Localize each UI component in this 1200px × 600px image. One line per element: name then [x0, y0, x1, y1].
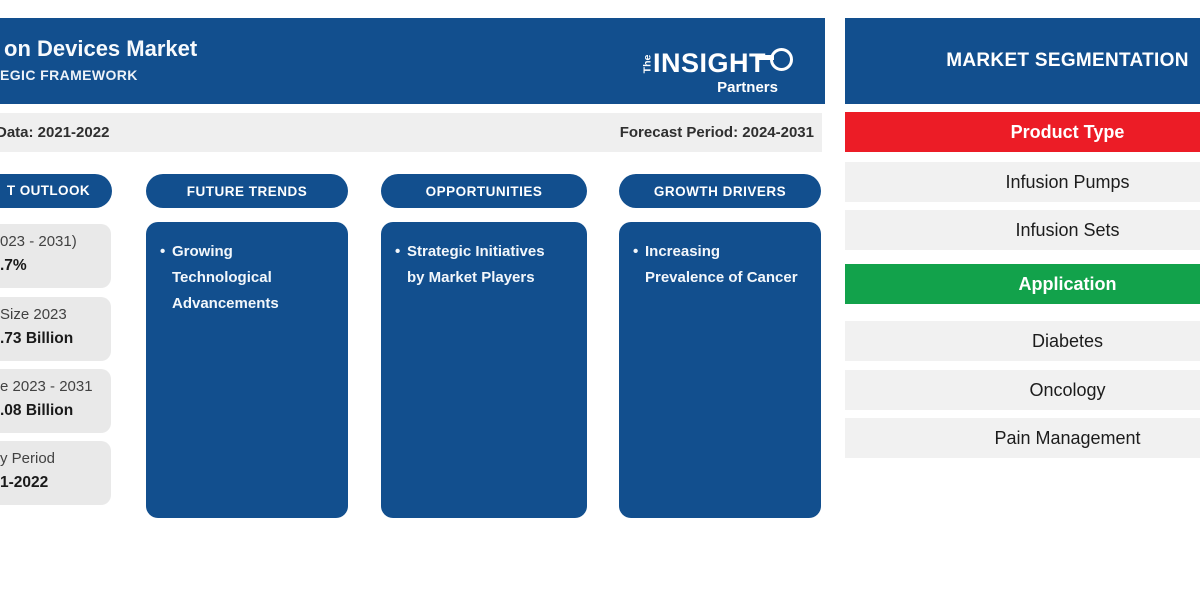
- outlook-stat-market-size-2023: Size 2023 .73 Billion: [0, 297, 111, 361]
- logo-partners-text: Partners: [717, 79, 778, 96]
- period-bar: Data: 2021-2022 Forecast Period: 2024-20…: [0, 113, 822, 152]
- bullet-line: Prevalence of Cancer: [633, 265, 811, 291]
- segment-item-infusion-sets: Infusion Sets: [845, 210, 1200, 250]
- bullet-text: Advancements: [172, 295, 279, 312]
- stat-value: .08 Billion: [0, 402, 74, 419]
- bullet-line: • Increasing: [633, 239, 811, 265]
- outlook-stat-market-size-2031: e 2023 - 2031 .08 Billion: [0, 369, 111, 433]
- magnifier-circle-icon: [770, 48, 793, 71]
- segment-item-pain-management: Pain Management: [845, 418, 1200, 458]
- segment-item-diabetes: Diabetes: [845, 321, 1200, 361]
- magnifier-handle-icon: [758, 55, 774, 60]
- page-title: on Devices Market: [4, 36, 198, 61]
- page-subtitle: EGIC FRAMEWORK: [0, 67, 138, 83]
- stat-label: y Period: [0, 450, 56, 467]
- stat-value: 1-2022: [0, 474, 49, 491]
- bullet-text: Strategic Initiatives: [407, 243, 545, 260]
- logo-the-text: The: [641, 54, 654, 74]
- forecast-period-label: Forecast Period: 2024-2031: [619, 124, 814, 141]
- stat-label: 023 - 2031): [0, 233, 77, 250]
- bullet-line: Advancements: [160, 291, 338, 317]
- segment-group-application: Application: [845, 264, 1200, 304]
- stat-value: .7%: [0, 257, 27, 274]
- segment-item-oncology: Oncology: [845, 370, 1200, 410]
- future-trends-pill: FUTURE TRENDS: [146, 174, 348, 208]
- bullet-line: • Growing: [160, 239, 338, 265]
- outlook-stat-cagr: 023 - 2031) .7%: [0, 224, 111, 288]
- bullet-line: by Market Players: [395, 265, 577, 291]
- future-trends-box: • Growing Technological Advancements: [146, 222, 348, 518]
- growth-drivers-pill: GROWTH DRIVERS: [619, 174, 821, 208]
- opportunities-box: • Strategic Initiatives by Market Player…: [381, 222, 587, 518]
- outlook-stat-historic-period: y Period 1-2022: [0, 441, 111, 505]
- historic-data-label: Data: 2021-2022: [0, 124, 110, 141]
- logo-insight-text: INSIGHT: [653, 48, 767, 78]
- bullet-text: Growing: [172, 243, 233, 260]
- bullet-text: Increasing: [645, 243, 721, 260]
- segment-item-infusion-pumps: Infusion Pumps: [845, 162, 1200, 202]
- bullet-icon: •: [395, 243, 401, 260]
- bullet-text: Prevalence of Cancer: [645, 269, 798, 286]
- growth-drivers-box: • Increasing Prevalence of Cancer: [619, 222, 821, 518]
- bullet-icon: •: [633, 243, 639, 260]
- segment-group-product-type: Product Type: [845, 112, 1200, 152]
- opportunities-pill: OPPORTUNITIES: [381, 174, 587, 208]
- bullet-icon: •: [160, 243, 166, 260]
- market-segmentation-header: MARKET SEGMENTATION: [845, 18, 1200, 104]
- market-outlook-pill: T OUTLOOK: [0, 174, 112, 208]
- bullet-line: • Strategic Initiatives: [395, 239, 577, 265]
- insight-partners-logo: The INSIGHT Partners: [640, 34, 810, 114]
- stat-label: Size 2023: [0, 306, 67, 323]
- stat-label: e 2023 - 2031: [0, 378, 93, 395]
- bullet-line: Technological: [160, 265, 338, 291]
- bullet-text: by Market Players: [407, 269, 535, 286]
- bullet-text: Technological: [172, 269, 272, 286]
- header-band: on Devices Market EGIC FRAMEWORK The INS…: [0, 18, 825, 104]
- stat-value: .73 Billion: [0, 330, 74, 347]
